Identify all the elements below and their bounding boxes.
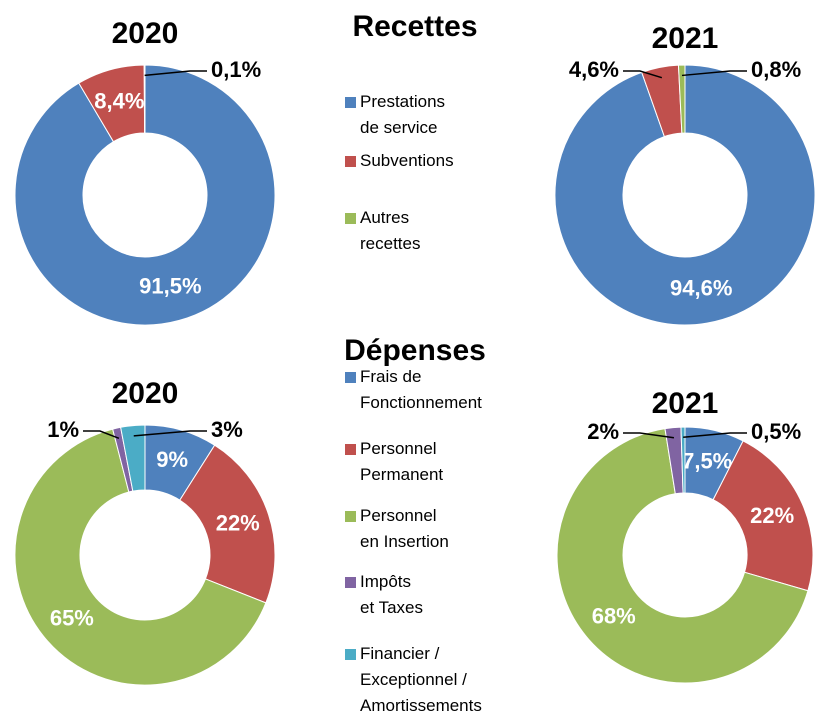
data-label: 91,5%	[139, 273, 201, 298]
data-label: 3%	[211, 417, 243, 442]
donut-slice	[14, 64, 276, 326]
legend-swatch	[345, 511, 356, 522]
leader-line	[144, 70, 207, 77]
data-label: 0,8%	[751, 57, 801, 82]
legend-swatch	[345, 577, 356, 588]
donut-slice	[677, 64, 686, 134]
data-label: 4,6%	[569, 57, 619, 82]
data-label: 22%	[750, 503, 794, 528]
legend-label: Subventions	[360, 151, 454, 170]
legend-label: Personnel Permanent	[360, 439, 443, 484]
data-label: 0,5%	[751, 419, 801, 444]
data-label: 94,6%	[670, 275, 732, 300]
legend-label: Prestations de service	[360, 92, 445, 137]
donut-slice	[554, 64, 816, 326]
leader-line	[623, 70, 663, 79]
leader-line	[681, 70, 747, 77]
donut-slice	[120, 424, 146, 492]
legend-swatch	[345, 444, 356, 455]
donut-title: 2021	[652, 387, 719, 420]
legend-label: Frais de Fonctionnement	[360, 367, 482, 412]
section-title: Dépenses	[344, 334, 486, 367]
legend-swatch	[345, 156, 356, 167]
donut-title: 2020	[112, 17, 179, 50]
data-label: 68%	[592, 604, 636, 629]
donut-slice	[712, 440, 814, 592]
donut-slice	[143, 64, 146, 134]
leader-line	[683, 432, 747, 439]
legend-label: Financier / Exceptionnel / Amortissements	[360, 644, 482, 713]
data-label: 7,5%	[682, 448, 732, 473]
data-label: 2%	[587, 419, 619, 444]
leader-line	[83, 430, 120, 439]
legend-swatch	[345, 213, 356, 224]
legend-label: Autres recettes	[360, 208, 420, 253]
legend-label: Impôts et Taxes	[360, 572, 423, 617]
legend-swatch	[345, 97, 356, 108]
data-label: 1%	[47, 417, 79, 442]
leader-line	[133, 430, 207, 437]
donut-slice	[14, 428, 267, 686]
donut-title: 2021	[652, 22, 719, 55]
data-label: 9%	[156, 447, 188, 472]
donut-title: 2020	[112, 377, 179, 410]
data-label: 0,1%	[211, 57, 261, 82]
legend-swatch	[345, 372, 356, 383]
donut-slice	[680, 426, 686, 494]
legend-swatch	[345, 649, 356, 660]
leader-line	[623, 432, 675, 439]
donut-slice	[179, 444, 276, 604]
data-label: 65%	[50, 605, 94, 630]
data-label: 22%	[216, 511, 260, 536]
donut-slice	[556, 428, 809, 684]
data-label: 8,4%	[94, 88, 144, 113]
legend-label: Personnel en Insertion	[360, 506, 449, 551]
section-title: Recettes	[352, 10, 477, 43]
